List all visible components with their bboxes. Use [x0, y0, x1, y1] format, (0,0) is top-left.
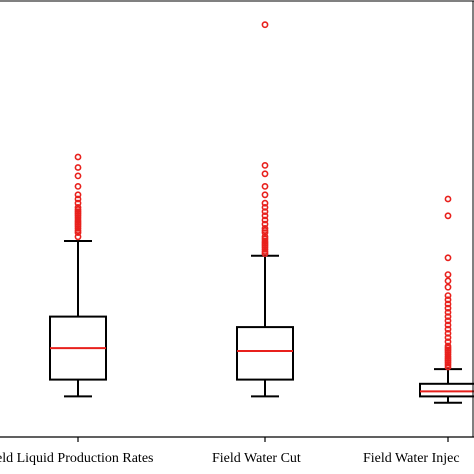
outlier-point-3-15	[444, 325, 452, 333]
outlier-point-1-20	[74, 164, 82, 171]
outlier-point-1-21	[74, 153, 82, 161]
outlier-point-2-22	[261, 161, 269, 169]
outlier-point-2-13	[261, 220, 269, 228]
outlier-point-2-15	[261, 212, 269, 220]
x-ticks-layer	[77, 437, 449, 442]
outlier-point-1-17	[74, 191, 82, 199]
outlier-point-3-19	[444, 308, 452, 316]
outlier-point-3-13	[444, 334, 452, 341]
outlier-point-2-17	[261, 203, 269, 211]
outlier-point-2-21	[261, 170, 269, 178]
outlier-point-2-9	[261, 233, 269, 241]
outlier-point-2-18	[261, 199, 269, 207]
x-tick-label-2: Field Water Cut	[212, 451, 301, 466]
boxes-layer	[49, 21, 474, 404]
outlier-point-3-27	[444, 254, 452, 262]
outlier-point-2-16	[261, 208, 269, 215]
outlier-point-2-20	[261, 182, 269, 190]
outlier-point-1-15	[74, 199, 82, 207]
outlier-point-1-14	[74, 203, 82, 211]
box-3	[419, 382, 474, 398]
outlier-point-3-28	[444, 212, 452, 220]
outlier-point-3-12	[444, 338, 452, 346]
outlier-point-3-14	[444, 329, 452, 337]
outlier-point-2-23	[261, 21, 269, 29]
x-tick-label-1: eld Liquid Production Rates	[0, 451, 153, 466]
outlier-point-1-1	[74, 233, 82, 241]
outlier-point-3-11	[444, 342, 452, 350]
outlier-point-3-16	[444, 321, 452, 329]
outlier-point-3-29	[444, 195, 452, 203]
outlier-point-1-18	[74, 182, 82, 190]
outlier-point-3-24	[444, 283, 452, 291]
outlier-point-3-18	[444, 313, 452, 320]
outlier-point-3-20	[444, 304, 452, 312]
outlier-point-1-19	[74, 172, 82, 180]
box-2	[236, 326, 294, 381]
outlier-point-3-23	[444, 292, 452, 299]
outlier-point-3-25	[444, 277, 452, 285]
outlier-point-1-16	[74, 195, 82, 203]
outlier-point-3-26	[444, 271, 452, 278]
outlier-point-3-22	[444, 296, 452, 304]
x-tick-label-3: Field Water Injec	[363, 451, 460, 466]
outlier-point-2-12	[261, 224, 269, 232]
outlier-point-3-21	[444, 300, 452, 308]
outlier-point-2-19	[261, 191, 269, 199]
outlier-point-2-14	[261, 216, 269, 224]
outlier-point-3-17	[444, 317, 452, 325]
